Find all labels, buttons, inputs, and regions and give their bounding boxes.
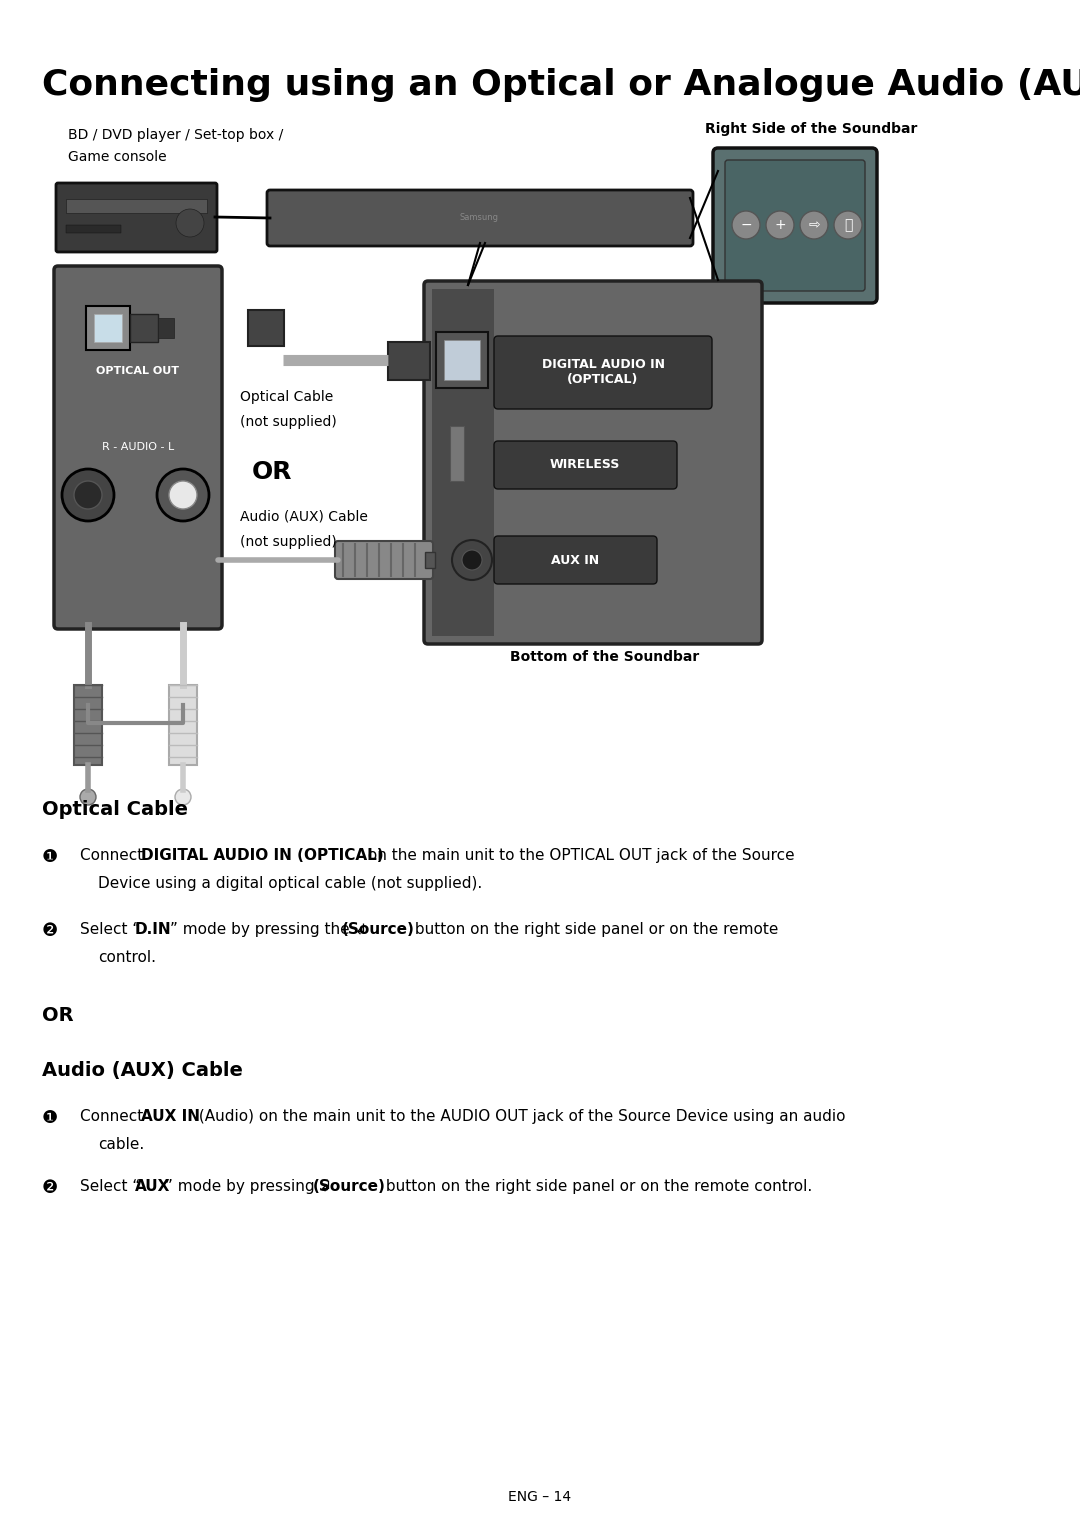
Circle shape (75, 481, 102, 509)
Text: D.IN: D.IN (135, 922, 172, 938)
FancyBboxPatch shape (436, 332, 488, 388)
Text: −: − (740, 218, 752, 231)
Circle shape (168, 481, 197, 509)
Text: ENG – 14: ENG – 14 (509, 1491, 571, 1504)
Text: OPTICAL OUT: OPTICAL OUT (96, 366, 179, 375)
Text: Samsung: Samsung (460, 213, 499, 222)
Bar (450, 426, 464, 481)
Text: ❷: ❷ (42, 922, 58, 941)
Text: DIGITAL AUDIO IN (OPTICAL): DIGITAL AUDIO IN (OPTICAL) (141, 849, 383, 863)
Text: OR: OR (42, 1007, 73, 1025)
Text: button on the right side panel or on the remote: button on the right side panel or on the… (410, 922, 779, 938)
Text: Bottom of the Soundbar: Bottom of the Soundbar (510, 650, 699, 663)
Text: WIRELESS: WIRELESS (550, 458, 620, 472)
Text: (Audio) on the main unit to the AUDIO OUT jack of the Source Device using an aud: (Audio) on the main unit to the AUDIO OU… (194, 1109, 846, 1124)
FancyBboxPatch shape (725, 159, 865, 291)
Text: Audio (AUX) Cable: Audio (AUX) Cable (240, 510, 368, 524)
Bar (66, 225, 121, 233)
Text: AUX: AUX (135, 1180, 171, 1193)
Bar (158, 319, 174, 339)
Text: AUX IN: AUX IN (551, 553, 599, 567)
Circle shape (453, 539, 492, 581)
Circle shape (732, 211, 760, 239)
Text: Device using a digital optical cable (not supplied).: Device using a digital optical cable (no… (98, 876, 483, 892)
FancyBboxPatch shape (54, 267, 222, 630)
Text: cable.: cable. (98, 1137, 145, 1152)
Text: (not supplied): (not supplied) (240, 535, 337, 548)
Text: Connecting using an Optical or Analogue Audio (AUX) Cable: Connecting using an Optical or Analogue … (42, 67, 1080, 103)
Text: ❶: ❶ (42, 849, 58, 866)
Text: (Source): (Source) (342, 922, 415, 938)
Text: ❷: ❷ (42, 1180, 58, 1196)
Text: on the main unit to the OPTICAL OUT jack of the Source: on the main unit to the OPTICAL OUT jack… (363, 849, 795, 863)
Bar (130, 314, 158, 342)
Text: Optical Cable: Optical Cable (42, 800, 188, 820)
FancyBboxPatch shape (335, 541, 433, 579)
FancyBboxPatch shape (267, 190, 693, 247)
Circle shape (176, 208, 204, 237)
Text: +: + (774, 218, 786, 231)
Text: OR: OR (252, 460, 293, 484)
Text: Select “: Select “ (80, 922, 140, 938)
Text: Optical Cable: Optical Cable (240, 391, 334, 404)
Text: button on the right side panel or on the remote control.: button on the right side panel or on the… (381, 1180, 812, 1193)
Bar (66, 199, 207, 213)
Bar (168, 685, 197, 764)
FancyBboxPatch shape (494, 336, 712, 409)
Text: R - AUDIO - L: R - AUDIO - L (102, 443, 174, 452)
Circle shape (80, 789, 96, 804)
Circle shape (766, 211, 794, 239)
Circle shape (834, 211, 862, 239)
FancyBboxPatch shape (424, 280, 762, 643)
Bar (444, 340, 480, 380)
Text: Audio (AUX) Cable: Audio (AUX) Cable (42, 1062, 243, 1080)
Bar (432, 290, 494, 636)
Text: (Source): (Source) (313, 1180, 386, 1193)
Text: Select “: Select “ (80, 1180, 140, 1193)
FancyBboxPatch shape (56, 182, 217, 251)
Circle shape (175, 789, 191, 804)
Bar (426, 552, 435, 568)
Bar (94, 314, 122, 342)
Bar (248, 309, 284, 346)
FancyBboxPatch shape (494, 441, 677, 489)
FancyBboxPatch shape (713, 149, 877, 303)
FancyBboxPatch shape (86, 306, 130, 349)
Text: Connect: Connect (80, 1109, 148, 1124)
Text: (not supplied): (not supplied) (240, 415, 337, 429)
Circle shape (462, 550, 482, 570)
Text: Right Side of the Soundbar: Right Side of the Soundbar (705, 123, 917, 136)
Text: ” mode by pressing the ↲: ” mode by pressing the ↲ (170, 922, 367, 938)
FancyBboxPatch shape (494, 536, 657, 584)
Text: Connect: Connect (80, 849, 148, 863)
Text: ” mode by pressing ↲: ” mode by pressing ↲ (165, 1180, 333, 1193)
Text: AUX IN: AUX IN (141, 1109, 200, 1124)
Circle shape (62, 469, 114, 521)
Text: ⇨: ⇨ (808, 218, 820, 231)
Text: ❶: ❶ (42, 1109, 58, 1128)
Text: DIGITAL AUDIO IN
(OPTICAL): DIGITAL AUDIO IN (OPTICAL) (541, 358, 664, 386)
Text: ⏻: ⏻ (843, 218, 852, 231)
Text: control.: control. (98, 950, 156, 965)
Text: Game console: Game console (68, 150, 166, 164)
Text: BD / DVD player / Set-top box /: BD / DVD player / Set-top box / (68, 129, 283, 142)
Bar (75, 685, 102, 764)
Bar (388, 342, 430, 380)
Circle shape (800, 211, 828, 239)
Circle shape (157, 469, 210, 521)
